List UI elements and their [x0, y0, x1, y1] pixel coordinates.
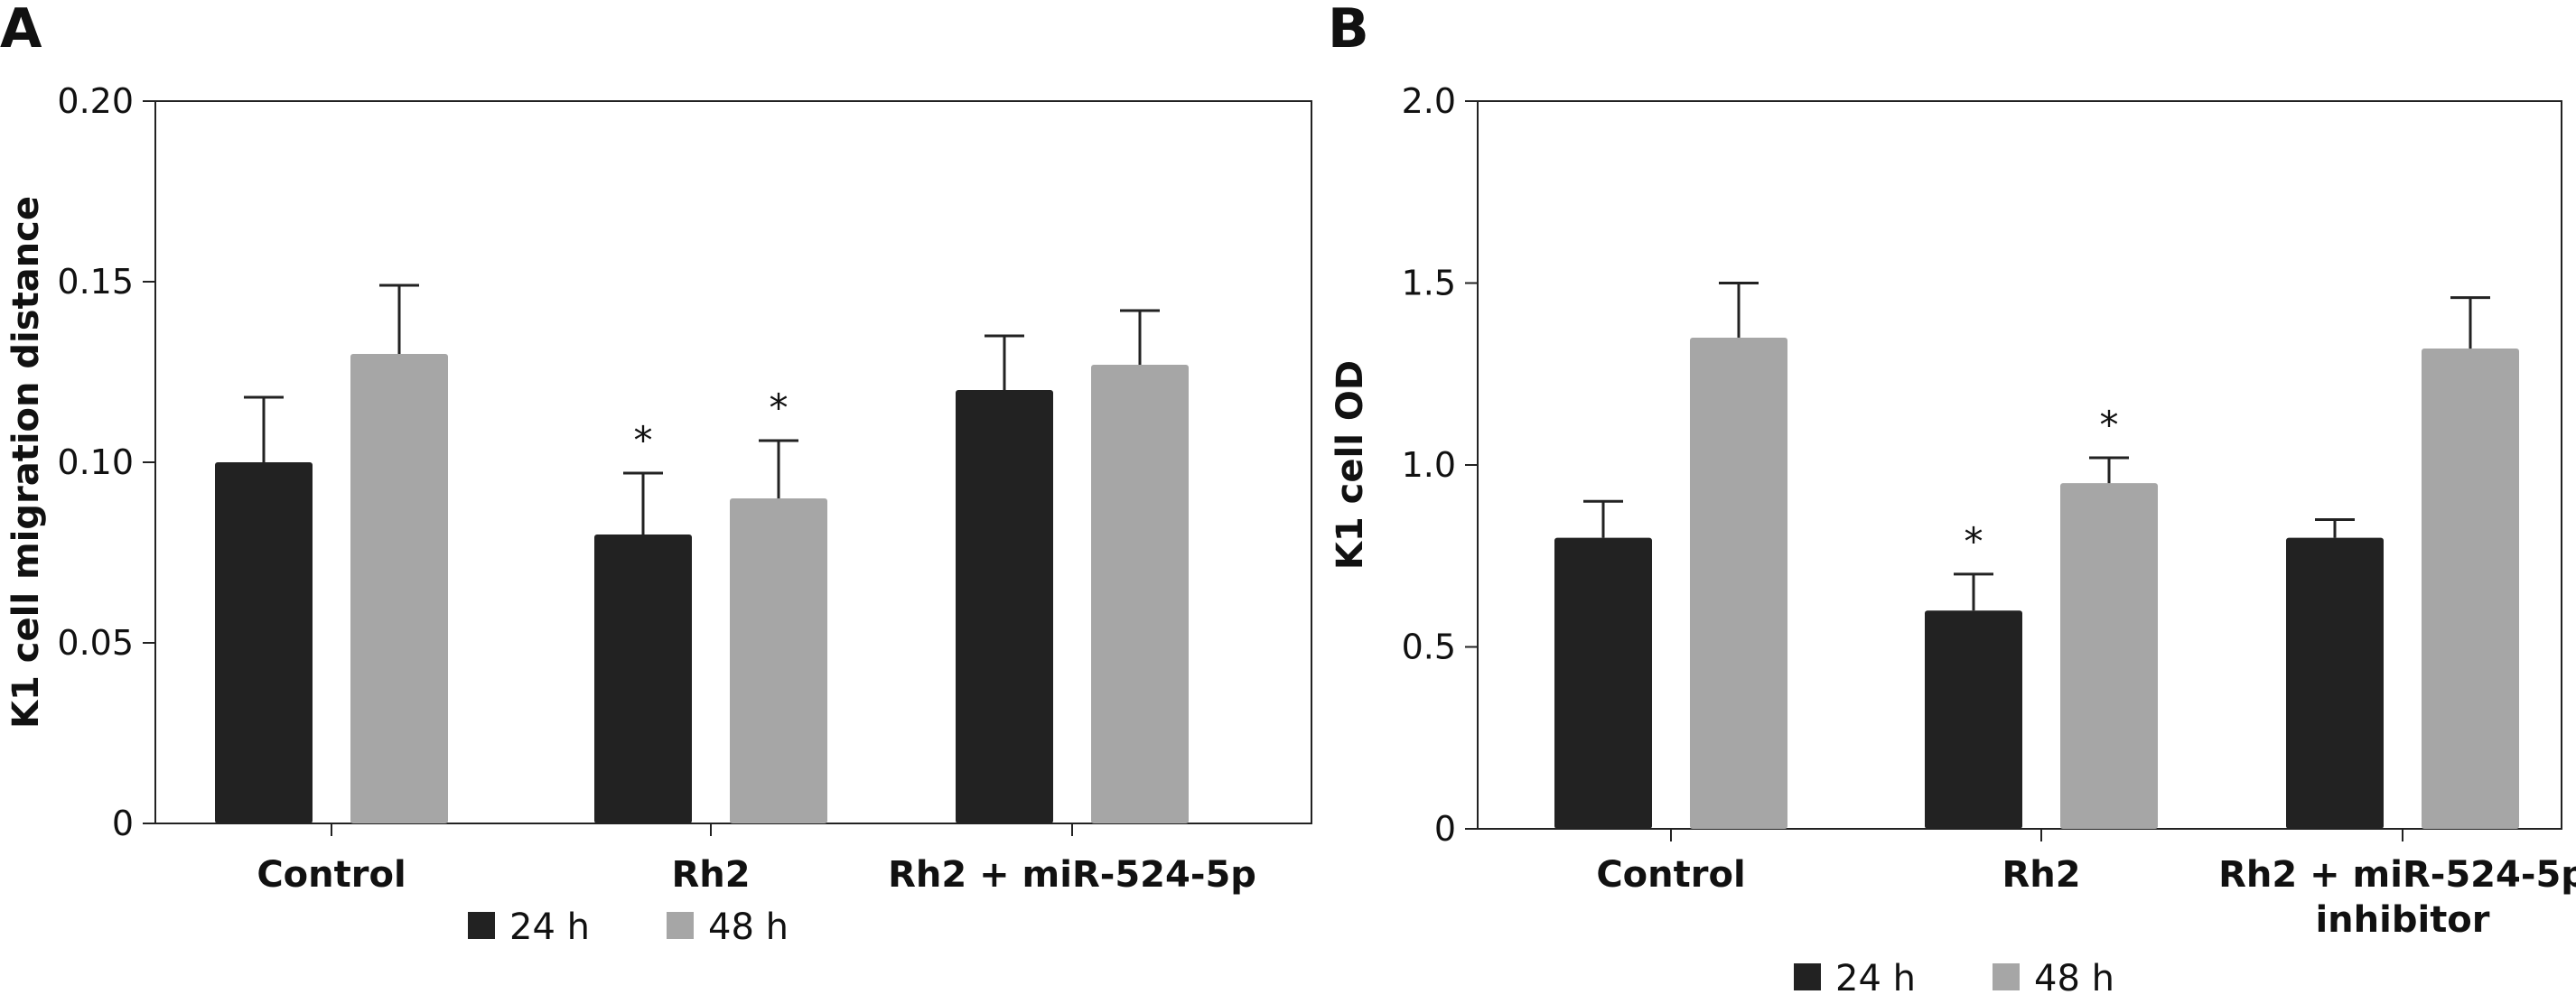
y-tick-label: 0.10	[57, 442, 134, 482]
bar-24h	[215, 462, 313, 823]
legend-label-48h: 48 h	[2034, 958, 2114, 999]
bar-48h	[350, 354, 448, 823]
bar-48h	[2422, 349, 2519, 829]
plot-area-b: 0 0.5 1.0 1.5 2.0 K1 cell OD Control Rh2 * * Rh2 +…	[1330, 81, 2576, 999]
bar-24h	[956, 390, 1053, 823]
y-tick-label: 2.0	[1402, 81, 1456, 121]
significance-star: *	[2100, 403, 2119, 447]
y-tick-label: 0.05	[57, 623, 134, 663]
x-tick-label: Rh2 + miR-524-5p	[888, 854, 1256, 896]
x-tick-label: Rh2 + miR-524-5p	[2218, 854, 2576, 896]
y-tick-label: 0	[1434, 809, 1456, 849]
y-tick-label: 1.5	[1402, 264, 1456, 303]
y-axis-title: K1 cell migration distance	[5, 196, 47, 729]
y-tick-label: 1.0	[1402, 445, 1456, 485]
significance-star: *	[770, 386, 789, 430]
legend-label-24h: 24 h	[509, 906, 590, 948]
plot-area-a: 0 0.05 0.10 0.15 0.20 K1 cell migration dista…	[5, 81, 1312, 948]
legend-label-48h: 48 h	[708, 906, 789, 948]
panel-letter-a: A	[0, 0, 42, 60]
bar-48h	[2060, 483, 2158, 829]
y-tick-label: 0.20	[57, 81, 134, 121]
x-tick-label: inhibitor	[2315, 899, 2489, 941]
bar-24h	[1925, 610, 2022, 829]
y-axis-title: K1 cell OD	[1330, 360, 1371, 570]
legend-swatch-24h	[468, 912, 495, 939]
panel-letter-b: B	[1328, 0, 1369, 60]
significance-star: *	[634, 418, 653, 462]
y-tick-label: 0	[112, 804, 134, 843]
chart-panel-b: B 0 0.5 1.0 1.5 2.0 K1 cell OD Control Rh2 * * Rh2…	[1328, 0, 2576, 999]
x-tick-label: Rh2	[2002, 854, 2080, 896]
significance-star: *	[1965, 519, 1983, 563]
legend-swatch-48h	[1993, 963, 2020, 990]
legend-label-24h: 24 h	[1835, 958, 1916, 999]
bar-24h	[594, 535, 692, 823]
chart-panel-a: A 0 0.05 0.10 0.15 0.20 K1 cell migration dis…	[0, 0, 1312, 948]
bar-48h	[730, 498, 827, 823]
bar-24h	[2286, 537, 2384, 829]
y-tick-label: 0.5	[1402, 628, 1456, 667]
x-tick-label: Control	[1596, 854, 1745, 896]
x-tick-label: Rh2	[671, 854, 750, 896]
legend-swatch-24h	[1794, 963, 1821, 990]
y-tick-label: 0.15	[57, 262, 134, 302]
bar-24h	[1554, 537, 1652, 829]
bar-48h	[1091, 365, 1189, 823]
bar-48h	[1690, 337, 1787, 829]
x-tick-label: Control	[257, 854, 406, 896]
legend-swatch-48h	[667, 912, 694, 939]
